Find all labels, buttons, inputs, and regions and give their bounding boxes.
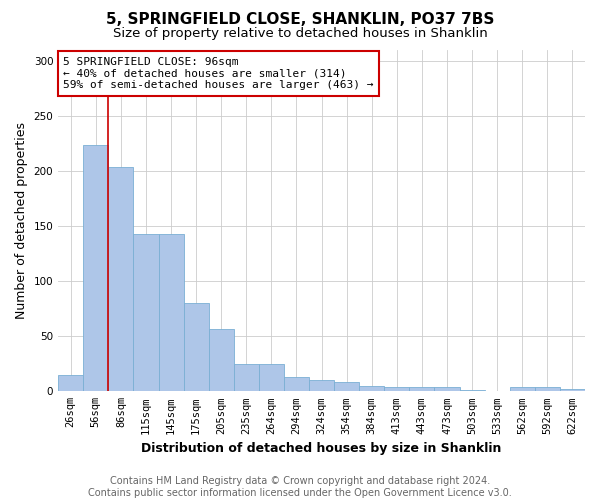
Bar bbox=[535, 387, 560, 392]
Bar bbox=[58, 375, 83, 392]
Y-axis label: Number of detached properties: Number of detached properties bbox=[15, 122, 28, 319]
Text: Contains HM Land Registry data © Crown copyright and database right 2024.
Contai: Contains HM Land Registry data © Crown c… bbox=[88, 476, 512, 498]
Bar bbox=[209, 328, 234, 392]
Bar bbox=[83, 144, 109, 392]
Bar bbox=[158, 234, 184, 392]
X-axis label: Distribution of detached houses by size in Shanklin: Distribution of detached houses by size … bbox=[142, 442, 502, 455]
Bar bbox=[510, 387, 535, 392]
Bar bbox=[334, 382, 359, 392]
Bar bbox=[409, 387, 434, 392]
Bar bbox=[460, 390, 485, 392]
Bar bbox=[284, 377, 309, 392]
Bar bbox=[385, 387, 409, 392]
Bar bbox=[184, 303, 209, 392]
Bar bbox=[434, 387, 460, 392]
Bar bbox=[359, 386, 385, 392]
Text: Size of property relative to detached houses in Shanklin: Size of property relative to detached ho… bbox=[113, 28, 487, 40]
Bar bbox=[309, 380, 334, 392]
Bar bbox=[560, 389, 585, 392]
Bar bbox=[234, 364, 259, 392]
Bar bbox=[259, 364, 284, 392]
Text: 5, SPRINGFIELD CLOSE, SHANKLIN, PO37 7BS: 5, SPRINGFIELD CLOSE, SHANKLIN, PO37 7BS bbox=[106, 12, 494, 28]
Text: 5 SPRINGFIELD CLOSE: 96sqm
← 40% of detached houses are smaller (314)
59% of sem: 5 SPRINGFIELD CLOSE: 96sqm ← 40% of deta… bbox=[64, 57, 374, 90]
Bar bbox=[133, 234, 158, 392]
Bar bbox=[109, 166, 133, 392]
